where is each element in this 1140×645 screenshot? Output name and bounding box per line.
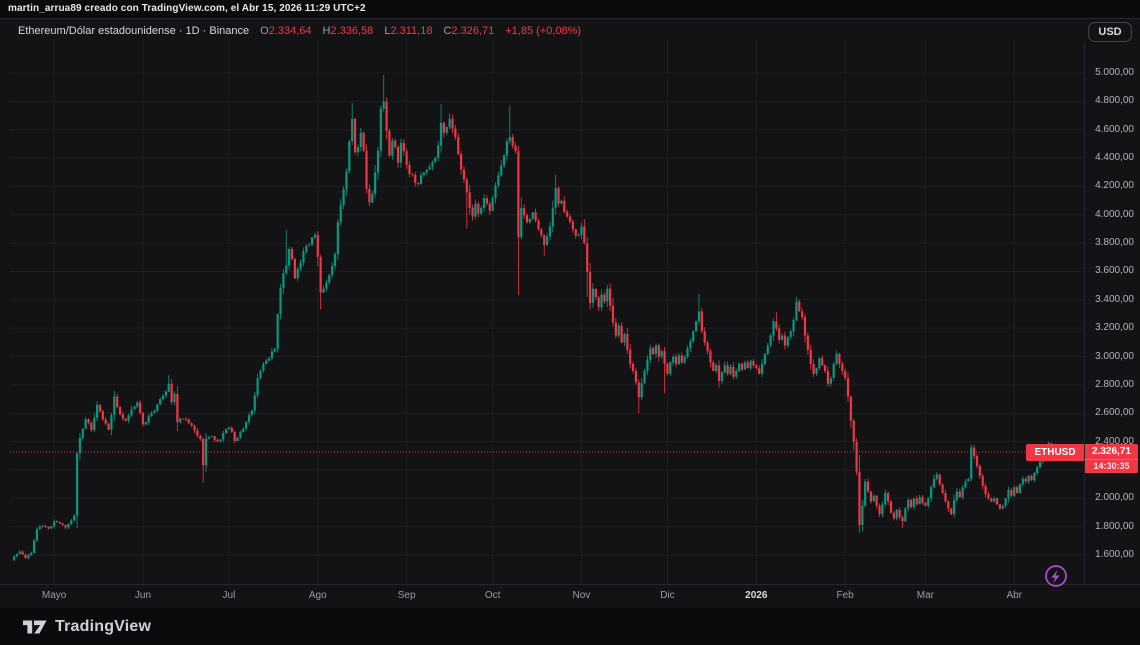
flash-circle xyxy=(1045,565,1067,587)
price-tick-label: 5.000,00 xyxy=(1095,67,1134,78)
price-tick-label: 4.200,00 xyxy=(1095,180,1134,192)
attribution-bar: martin_arrua89 creado con TradingView.co… xyxy=(8,1,366,17)
ohlc-segment: O2.334,64 xyxy=(260,25,312,37)
candlestick-chart[interactable] xyxy=(0,19,1140,584)
change-value: +1,85 (+0,08%) xyxy=(505,25,582,37)
time-tick-label: Jul xyxy=(222,590,236,601)
time-tick-label: Sep xyxy=(397,590,416,601)
flash-snapshot-button[interactable] xyxy=(1043,563,1069,589)
time-tick-label: Mayo xyxy=(41,590,67,601)
price-tick-label: 3.200,00 xyxy=(1095,322,1134,334)
price-scale[interactable]: 5.000,00 4.800,00 4.600,00 4.400,00 4.200,00… xyxy=(1084,41,1140,584)
price-tick-label: 4.600,00 xyxy=(1095,123,1134,135)
tradingview-logo[interactable]: TradingView xyxy=(22,615,151,639)
ohlc-segment: C2.326,71 xyxy=(443,25,495,37)
price-tick-label: 1.600,00 xyxy=(1095,549,1134,560)
time-scale[interactable]: Mayo Jun Jul Ago Sep Oct Nov Dic 2026 Feb Mar Abr xyxy=(0,584,1140,610)
price-tick-label: 2.000,00 xyxy=(1095,492,1134,504)
price-tick-label: 1.800,00 xyxy=(1095,520,1134,532)
attribution-text: martin_arrua89 creado con TradingView.co… xyxy=(8,3,366,14)
time-tick-label: Jun xyxy=(134,590,152,601)
time-tick-label: Mar xyxy=(916,590,934,601)
chart-widget: Ethereum/Dólar estadounidense · 1D · Bin… xyxy=(0,18,1140,608)
price-line-label: 2.326,71 14:30:35 xyxy=(1085,443,1138,473)
time-tick-label: Dic xyxy=(660,590,675,601)
symbol-title: Ethereum/Dólar estadounidense · 1D · Bin… xyxy=(18,25,250,37)
ohlc-segment: L2.311,18 xyxy=(384,25,433,37)
time-tick-label: Nov xyxy=(572,590,591,601)
price-tick-label: 3.000,00 xyxy=(1095,350,1134,362)
bar-countdown: 14:30:35 xyxy=(1085,458,1138,473)
tradingview-logo-icon xyxy=(23,620,47,634)
price-tick-label: 4.800,00 xyxy=(1095,95,1134,107)
ohlc-values: O2.334,64 H2.336,58 L2.311,18 C2.326,71 xyxy=(249,25,494,37)
price-tick-label: 3.600,00 xyxy=(1095,265,1134,277)
last-price: 2.326,71 xyxy=(1092,445,1131,457)
time-tick-label: 2026 xyxy=(745,590,768,601)
price-tick-label: 2.600,00 xyxy=(1095,407,1134,419)
price-tick-label: 3.800,00 xyxy=(1095,237,1134,249)
price-tick-label: 2.400,00 xyxy=(1095,435,1134,447)
time-tick-label: Ago xyxy=(308,590,327,601)
time-tick-label: Oct xyxy=(484,590,501,601)
time-tick-label: Feb xyxy=(836,590,854,601)
price-tick-label: 2.800,00 xyxy=(1095,378,1134,390)
footer-bar: TradingView xyxy=(0,608,1140,645)
price-tick-label: 4.400,00 xyxy=(1095,152,1134,164)
legend: Ethereum/Dólar estadounidense · 1D · Bin… xyxy=(18,23,581,39)
price-tick-label: 4.000,00 xyxy=(1095,208,1134,220)
time-tick-label: Abr xyxy=(1006,590,1022,601)
price-line-symbol-tag: ETHUSD xyxy=(1026,443,1084,461)
lightning-icon xyxy=(1051,569,1060,584)
currency-button[interactable]: USD xyxy=(1088,22,1132,42)
ohlc-segment: H2.336,58 xyxy=(322,25,374,37)
tradingview-logo-text: TradingView xyxy=(55,618,152,635)
price-tick-label: 3.400,00 xyxy=(1095,293,1134,305)
